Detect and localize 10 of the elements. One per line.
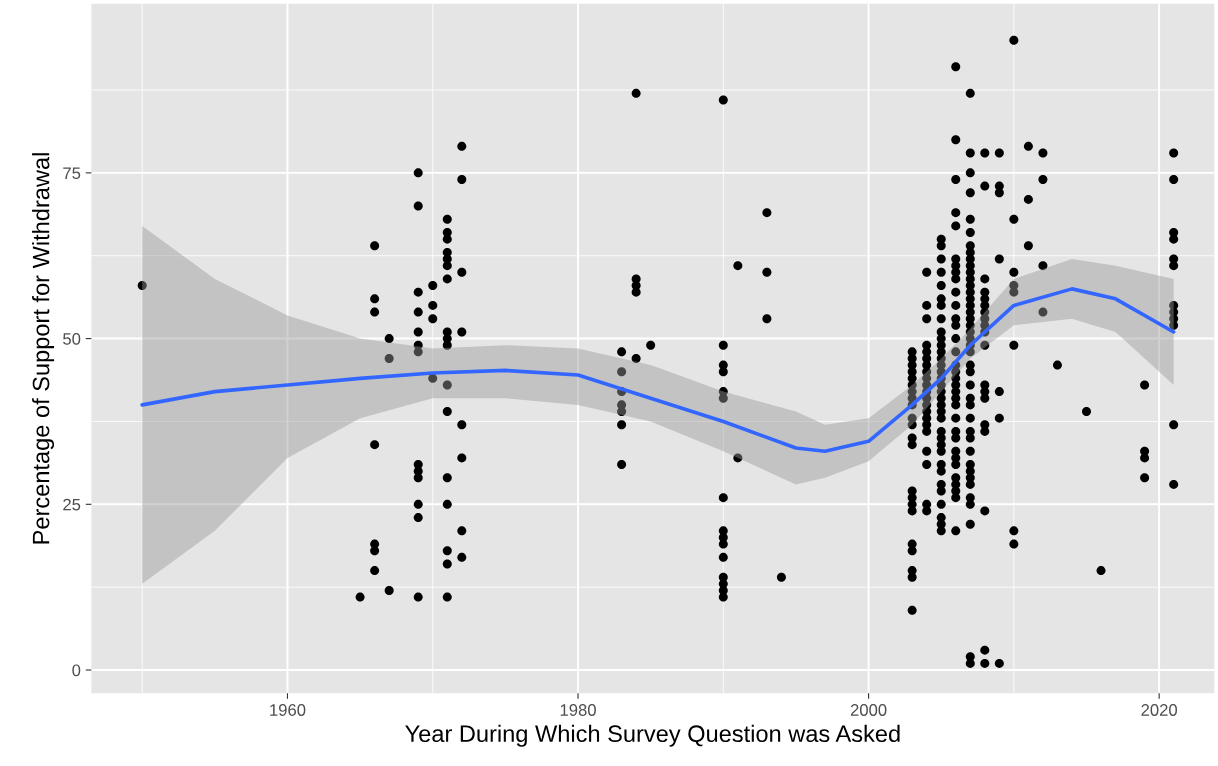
x-tick-label: 1980 bbox=[560, 704, 596, 716]
y-tick-label: 0 bbox=[72, 664, 81, 677]
x-axis-title: Year During Which Survey Question was Asked bbox=[405, 724, 900, 747]
x-tick-label: 1960 bbox=[270, 704, 306, 716]
x-tick-label: 2000 bbox=[850, 704, 887, 716]
y-tick-label: 25 bbox=[63, 498, 81, 511]
y-axis-title: Percentage of Support for Withdrawal bbox=[32, 153, 55, 544]
y-tick-label: 75 bbox=[63, 167, 81, 180]
x-tick-label: 2020 bbox=[1141, 704, 1178, 716]
y-tick-label: 50 bbox=[63, 332, 81, 345]
